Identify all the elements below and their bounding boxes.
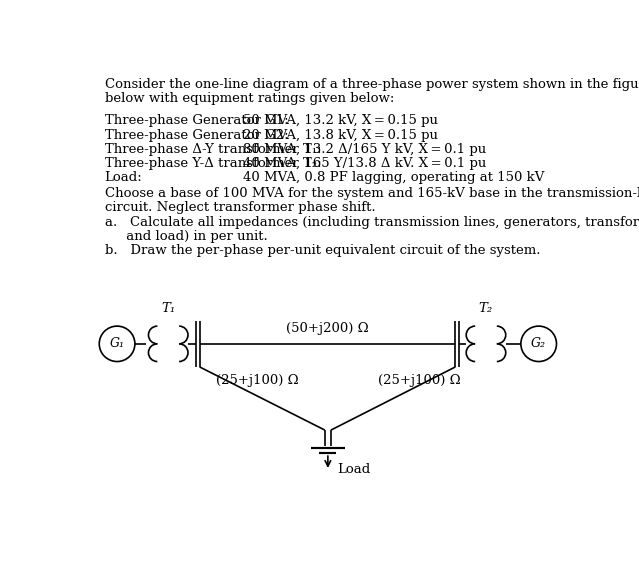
Text: T₂: T₂	[479, 302, 493, 315]
Text: 40 MVA, 165 Y/13.8 Δ kV. X = 0.1 pu: 40 MVA, 165 Y/13.8 Δ kV. X = 0.1 pu	[243, 157, 486, 170]
Text: T₁: T₁	[161, 302, 175, 315]
Text: b.   Draw the per-phase per-unit equivalent circuit of the system.: b. Draw the per-phase per-unit equivalen…	[105, 244, 540, 257]
Text: G₂: G₂	[531, 337, 546, 350]
Text: Three-phase Δ-Y transformer T₁:: Three-phase Δ-Y transformer T₁:	[105, 143, 321, 156]
Text: and load) in per unit.: and load) in per unit.	[105, 230, 268, 243]
Text: below with equipment ratings given below:: below with equipment ratings given below…	[105, 93, 394, 106]
Text: Consider the one-line diagram of a three-phase power system shown in the figure: Consider the one-line diagram of a three…	[105, 78, 639, 91]
Text: Choose a base of 100 MVA for the system and 165-kV base in the transmission-line: Choose a base of 100 MVA for the system …	[105, 187, 639, 200]
Text: Three-phase Generator G2:: Three-phase Generator G2:	[105, 128, 288, 141]
Text: Three-phase Y-Δ transformer T₂:: Three-phase Y-Δ transformer T₂:	[105, 157, 321, 170]
Text: 50 MVA, 13.2 kV, X = 0.15 pu: 50 MVA, 13.2 kV, X = 0.15 pu	[243, 114, 438, 127]
Text: Load:: Load:	[105, 172, 142, 185]
Text: 80 MVA, 13.2 Δ/165 Y kV, X = 0.1 pu: 80 MVA, 13.2 Δ/165 Y kV, X = 0.1 pu	[243, 143, 486, 156]
Text: (25+j100) Ω: (25+j100) Ω	[378, 374, 461, 387]
Text: (25+j100) Ω: (25+j100) Ω	[215, 374, 298, 387]
Text: Load: Load	[337, 463, 371, 476]
Text: 20 MVA, 13.8 kV, X = 0.15 pu: 20 MVA, 13.8 kV, X = 0.15 pu	[243, 128, 438, 141]
Text: a.   Calculate all impedances (including transmission lines, generators, transfo: a. Calculate all impedances (including t…	[105, 216, 639, 228]
Text: G₁: G₁	[109, 337, 125, 350]
Text: circuit. Neglect transformer phase shift.: circuit. Neglect transformer phase shift…	[105, 202, 375, 214]
Text: (50+j200) Ω: (50+j200) Ω	[286, 321, 369, 335]
Text: 40 MVA, 0.8 PF lagging, operating at 150 kV: 40 MVA, 0.8 PF lagging, operating at 150…	[243, 172, 544, 185]
Text: Three-phase Generator G1:: Three-phase Generator G1:	[105, 114, 288, 127]
